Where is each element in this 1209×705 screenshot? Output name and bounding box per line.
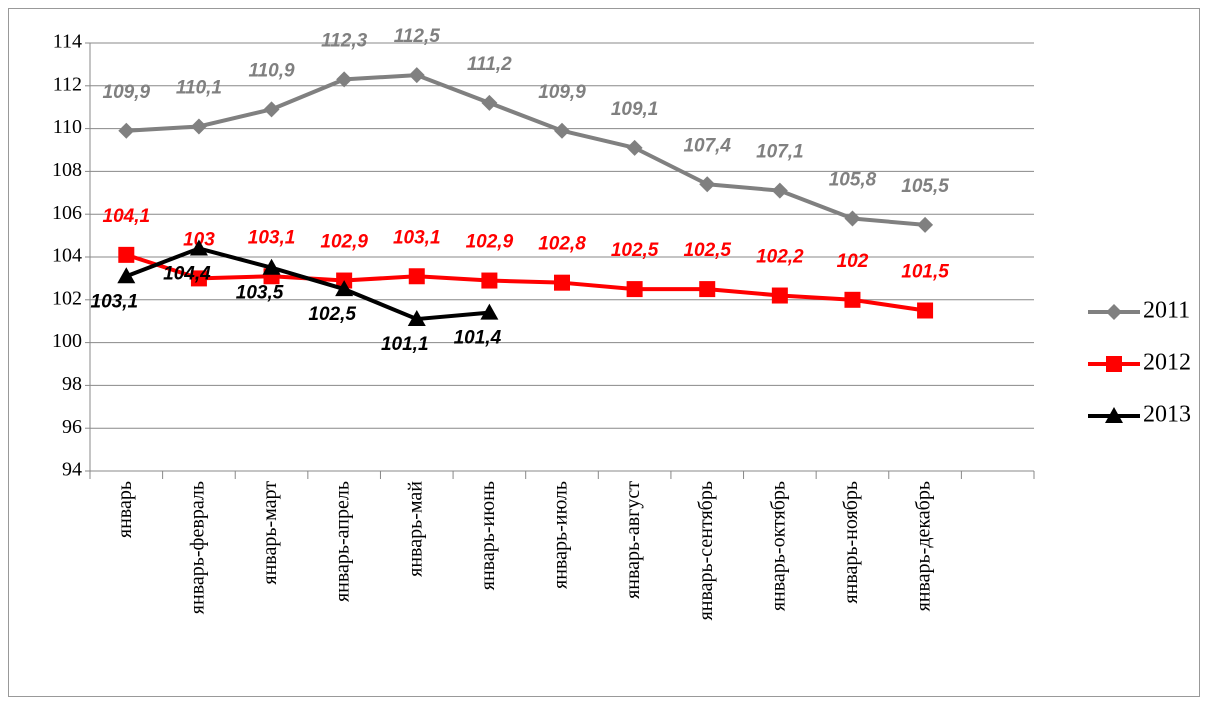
y-tick-label: 96 [62,416,82,438]
value-label: 102,9 [466,232,514,253]
value-label: 111,2 [467,54,512,75]
marker [263,101,280,118]
x-tick-label: январь-июнь [477,481,499,590]
legend-marker [1106,304,1122,320]
value-label: 102,2 [756,247,804,268]
x-tick-label: январь-апрель [332,481,354,602]
x-tick-label: январь-сентябрь [695,481,717,620]
marker [771,287,788,304]
marker [336,71,353,88]
value-label: 109,9 [103,82,151,103]
marker [844,210,861,227]
value-label: 103,1 [91,291,139,312]
y-tick-label: 114 [53,31,82,53]
value-label: 103,1 [393,227,441,248]
legend-marker [1105,407,1123,423]
x-tick-label: январь-март [259,481,281,585]
value-label: 110,9 [248,60,295,81]
x-tick-label: январь-декабрь [913,481,935,611]
value-label: 109,9 [538,82,586,103]
marker [335,280,354,297]
legend-marker [1106,356,1122,372]
marker [699,176,716,193]
value-label: 103,5 [236,283,284,304]
y-tick-label: 94 [62,459,82,481]
marker [190,118,207,135]
y-tick-label: 110 [53,116,82,138]
series-line [125,252,926,313]
y-tick-label: 108 [52,159,82,181]
value-label: 102,5 [611,240,659,261]
marker [189,239,208,256]
legend-label: 2013 [1143,402,1191,428]
marker [917,302,934,319]
y-tick-label: 98 [62,373,82,395]
marker [626,281,643,298]
y-tick-label: 106 [52,202,82,224]
value-label: 102 [837,251,869,272]
x-tick-label: январь-май [404,481,426,577]
marker [407,310,426,327]
value-label: 112,3 [321,30,368,51]
series-line [125,246,490,322]
x-tick-label: январь-октябрь [767,481,789,611]
value-label: 109,1 [611,99,659,120]
marker [844,291,861,308]
marker [190,270,207,287]
marker [118,122,135,139]
value-label: 101,5 [901,262,949,283]
x-tick-label: январь-август [622,481,644,599]
value-label: 102,5 [308,304,356,325]
value-label: 103,1 [248,227,296,248]
value-label: 102,5 [683,240,731,261]
x-tick-label: январь [114,481,136,538]
y-tick-label: 104 [52,245,82,267]
y-tick-label: 102 [52,287,82,309]
legend-label: 2012 [1143,350,1191,376]
marker [262,258,281,275]
value-label: 105,5 [901,176,949,197]
value-label: 104,4 [163,263,211,284]
y-tick-label: 100 [52,330,82,352]
marker [481,94,498,111]
marker [699,281,716,298]
chart-frame [8,8,1200,697]
value-label: 112,5 [394,26,441,47]
marker [917,216,934,233]
value-label: 101,1 [381,334,429,355]
value-label: 101,4 [454,328,502,349]
x-tick-label: январь-февраль [187,481,209,614]
marker [626,139,643,156]
value-label: 110,1 [176,77,222,98]
value-label: 104,1 [103,206,151,227]
marker [480,303,499,320]
value-label: 105,8 [829,169,877,190]
x-tick-label: январь-ноябрь [840,481,862,604]
marker [408,268,425,285]
value-label: 102,9 [320,232,368,253]
marker [554,274,570,291]
series-line [126,73,926,227]
value-label: 107,1 [756,142,804,163]
value-label: 102,8 [538,234,586,255]
value-label: 107,4 [683,135,731,156]
legend-label: 2011 [1143,298,1190,324]
marker [118,246,135,263]
y-tick-label: 112 [53,73,82,95]
marker [481,272,498,289]
marker [771,182,788,199]
marker [408,67,425,84]
marker [117,267,136,284]
marker [554,122,570,139]
x-tick-label: январь-июль [550,481,572,589]
